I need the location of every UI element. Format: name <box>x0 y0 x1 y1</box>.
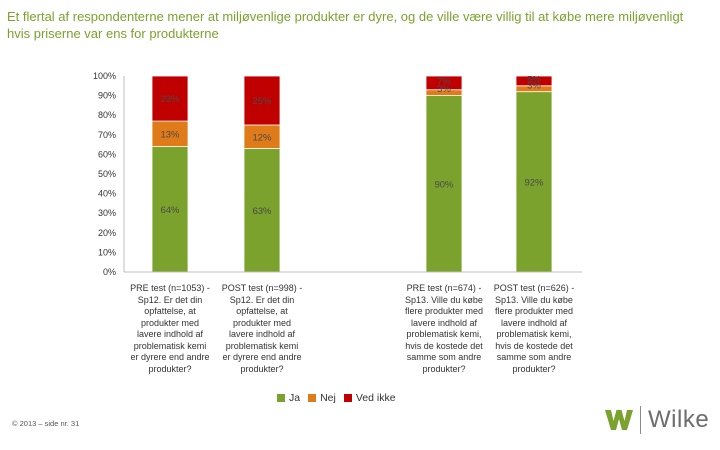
x-category-label-line: samme som andre <box>496 352 572 362</box>
x-category-label-line: produkter? <box>240 363 284 374</box>
logo-separator <box>640 406 641 434</box>
y-tick-label: 30% <box>98 208 116 218</box>
x-category-label-line: problematisk kemi, <box>406 329 482 339</box>
data-label-ja: 63% <box>252 206 272 217</box>
y-tick-label: 60% <box>98 149 116 159</box>
x-category-label-line: POST test (n=998) - <box>221 283 303 293</box>
x-category-label-line: lavere indhold af <box>136 329 204 339</box>
y-tick-label: 90% <box>98 91 116 101</box>
legend-item-ved-ikke: Ved ikke <box>343 392 396 404</box>
x-category-label-line: opfattelse, at <box>144 306 196 316</box>
x-category-label-line: lavere indhold af <box>228 329 296 339</box>
legend-label-ja: Ja <box>289 392 301 404</box>
wilke-logo: Wilke <box>604 406 709 434</box>
bar-segment-ved-ikke <box>243 75 281 126</box>
legend-swatch-ja <box>277 394 285 402</box>
x-category-label-line: flere produkter med <box>404 306 484 316</box>
x-category-label-line: lavere indhold af <box>410 317 478 328</box>
data-label-nej: 13% <box>160 129 180 140</box>
bar-segment-ved-ikke <box>151 75 189 122</box>
bar-segment-ja <box>151 146 189 273</box>
x-category-label-line: samme som andre <box>406 352 482 362</box>
x-category-label: PRE test (n=674) - Sp13. Ville du købe fle… <box>396 283 492 375</box>
y-tick-label: 80% <box>98 110 116 120</box>
data-label-ja: 64% <box>160 205 180 216</box>
logo-text: Wilke <box>648 406 710 433</box>
x-category-label-line: PRE test (n=1053) - <box>130 283 210 293</box>
x-category-label-line: er dyrere end andre <box>130 352 210 362</box>
data-label-nej: 3% <box>527 80 541 91</box>
data-label-ja: 90% <box>434 179 454 190</box>
bar-segment-nej <box>151 120 189 147</box>
x-category-label-line: Sp13. Ville du købe <box>405 294 483 305</box>
legend-label-ved-ikke: Ved ikke <box>355 392 396 404</box>
legend: Ja Nej Ved ikke <box>277 392 404 404</box>
data-label-ved-ikke: 23% <box>160 94 180 105</box>
data-label-nej: 12% <box>252 132 272 143</box>
y-tick-label: 20% <box>98 228 116 238</box>
x-category-label-line: hvis de kostede det <box>495 340 573 351</box>
data-label-nej: 3% <box>437 84 451 95</box>
legend-swatch-nej <box>308 394 317 402</box>
x-category-label-line: flere produkter med <box>494 306 574 316</box>
x-category-label-line: lavere indhold af <box>500 317 568 328</box>
x-category-label-line: Sp12. Er det din <box>137 294 203 305</box>
data-label-ved-ikke: 5% <box>527 74 541 85</box>
y-tick-label: 0% <box>103 267 116 277</box>
bar-segment-ved-ikke <box>425 75 463 91</box>
legend-swatch-ved-ikke <box>343 394 352 402</box>
bar-segment-ja <box>425 95 463 273</box>
x-category-label-line: problematisk kemi <box>225 340 299 351</box>
bar-segment-ved-ikke <box>515 75 553 87</box>
x-category-label-line: POST test (n=626) - <box>493 283 575 293</box>
y-tick-label: 40% <box>98 189 116 199</box>
x-category-label-line: produkter med <box>232 317 292 328</box>
data-label-ved-ikke: 7% <box>437 76 451 87</box>
chart-title: Et flertal af respondenterne mener at mi… <box>7 9 684 41</box>
x-category-label-line: produkter? <box>422 363 466 374</box>
y-tick-label: 50% <box>98 169 116 179</box>
y-tick-label: 100% <box>93 71 116 81</box>
x-category-label-line: Sp12. Er det din <box>229 294 295 305</box>
wilke-w-icon <box>605 410 633 430</box>
data-label-ved-ikke: 25% <box>252 96 272 107</box>
x-category-label-line: problematisk kemi <box>133 340 207 351</box>
x-category-label-line: produkter med <box>140 317 200 328</box>
x-category-label-line: Sp13. Ville du købe <box>495 294 573 305</box>
legend-item-nej: Nej <box>308 392 336 404</box>
x-category-label-line: PRE test (n=674) - <box>406 283 482 293</box>
x-category-label-line: problematisk kemi, <box>496 329 572 339</box>
x-category-label-line: hvis de kostede det <box>405 340 483 351</box>
y-tick-label: 70% <box>98 130 116 140</box>
data-label-ja: 92% <box>524 177 544 188</box>
x-category-label-line: produkter? <box>148 363 192 374</box>
legend-label-nej: Nej <box>320 392 336 404</box>
x-category-label: PRE test (n=1053) - Sp12. Er det din opfat… <box>122 283 218 375</box>
y-tick-label: 10% <box>98 247 116 257</box>
x-category-label-line: produkter? <box>512 363 556 374</box>
footer-page-number: © 2013 – side nr. 31 <box>12 419 80 428</box>
x-category-label: POST test (n=626) - Sp13. Ville du købe fl… <box>486 283 582 375</box>
x-category-label: POST test (n=998) - Sp12. Er det din opfat… <box>214 283 310 375</box>
x-category-label-line: er dyrere end andre <box>222 352 302 362</box>
x-category-label-line: opfattelse, at <box>236 306 288 316</box>
legend-item-ja: Ja <box>277 392 300 404</box>
